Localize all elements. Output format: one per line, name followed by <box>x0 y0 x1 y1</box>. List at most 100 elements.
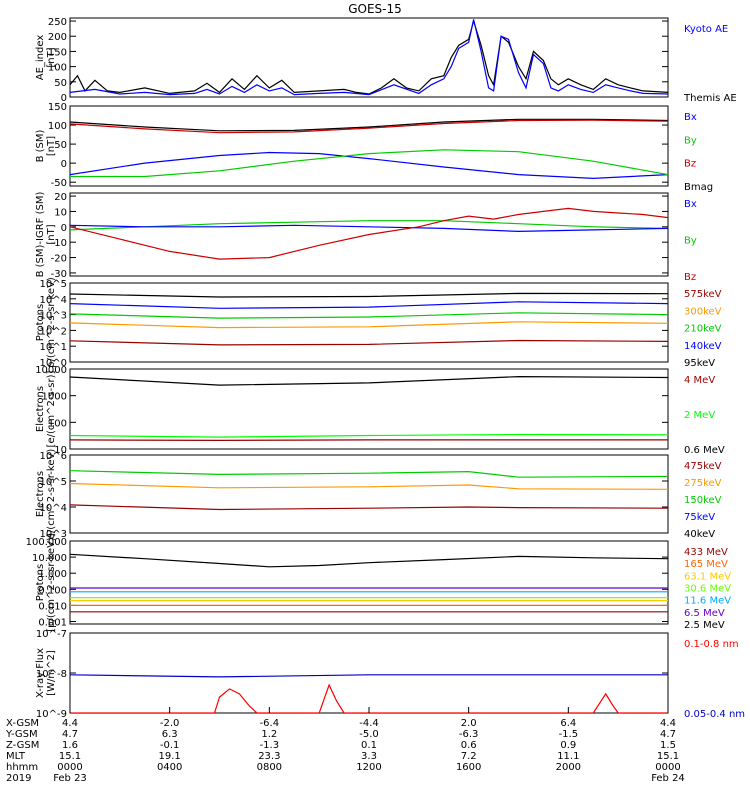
y-axis-label: Protons <box>35 564 46 601</box>
x-row-value: 1.2 <box>261 729 277 740</box>
x-row-label: MLT <box>6 751 26 762</box>
legend-entry: Bz <box>684 159 696 170</box>
y-tick-label: 10^4 <box>40 503 67 514</box>
y-tick-label: 0 <box>61 93 67 104</box>
x-row-value: 0000 <box>655 762 680 773</box>
y-tick-label: 0.010 <box>38 601 67 612</box>
y-tick-label: 1.000 <box>38 569 67 580</box>
y-tick-label: 100 <box>48 121 67 132</box>
x-row-value: 23.3 <box>258 751 280 762</box>
legend-entry: 6.5 MeV <box>684 608 725 619</box>
chart-title: GOES-15 <box>348 2 402 16</box>
y-tick-label: 50 <box>54 140 67 151</box>
series-bz <box>70 207 668 260</box>
legend-entry: By <box>684 236 697 247</box>
legend-entry: 300keV <box>684 306 722 317</box>
x-row-value: 19.1 <box>159 751 181 762</box>
series-by <box>70 149 668 178</box>
legend-entry: Bmag <box>684 182 713 193</box>
y-tick-label: 10^5 <box>40 477 67 488</box>
legend-entry: 575keV <box>684 289 722 300</box>
y-axis-label: [nT] <box>46 224 57 244</box>
series-kyoto-ae <box>70 19 668 96</box>
y-axis-label: Electrons <box>35 386 46 432</box>
x-row-value: 11.1 <box>557 751 579 762</box>
y-tick-label: -20 <box>51 254 67 265</box>
x-row-value: -4.4 <box>359 718 379 729</box>
x-row-value: 1.6 <box>62 740 78 751</box>
y-tick-label: 250 <box>48 17 67 28</box>
y-tick-label: -50 <box>51 178 67 189</box>
y-tick-label: 10^6 <box>40 451 67 462</box>
legend-entry: 0.6 MeV <box>684 445 725 456</box>
panel-xray: 10^-9 10^-8 10^-7 X-ray Flux [W/m^2] 0.1-0.8 … <box>35 629 745 720</box>
y-tick-label: 100.000 <box>26 537 67 548</box>
x-row-value: 3.3 <box>361 751 377 762</box>
legend-entry: 165 MeV <box>684 559 728 570</box>
y-axis-label: [e/(cm^2-s-sr)] <box>46 370 57 447</box>
legend-entry: Bx <box>684 199 697 210</box>
x-row-value: 0.1 <box>361 740 377 751</box>
series-bmag <box>70 118 668 132</box>
y-axis-label: X-ray Flux <box>35 648 46 698</box>
y-axis-label: [W/m^2] <box>46 650 57 696</box>
x-row-value: 4.4 <box>62 718 78 729</box>
y-tick-label: 10 <box>54 207 67 218</box>
legend-entry: Bx <box>684 112 697 123</box>
y-axis-label: [nT] <box>46 136 57 156</box>
series-0-1-0-8-nm <box>70 683 668 713</box>
legend-entry: Themis AE <box>683 93 737 104</box>
y-tick-label: 10^0 <box>40 358 67 369</box>
y-tick-label: 0 <box>61 223 67 234</box>
x-row-value: 4.7 <box>62 729 78 740</box>
y-tick-label: 150 <box>48 47 67 58</box>
panel-protons_high: 0.001 0.010 0.100 1.000 10.000 100.000 Protons… <box>26 533 732 632</box>
y-tick-label: 20 <box>54 192 67 203</box>
panel-frame <box>69 105 669 187</box>
x-row-value: 2000 <box>556 762 581 773</box>
legend-entry: 4 MeV <box>684 375 715 386</box>
x-row-value: 4.7 <box>660 729 676 740</box>
series-475kev <box>70 504 668 511</box>
x-row-value: 0.9 <box>560 740 576 751</box>
panel-bigrf: -30 -20 -10 0 10 20 B (SM)-IGRF (SM) [nT] Bx By Bz <box>35 192 697 283</box>
series-140kev <box>70 301 668 309</box>
panel-bsm: -50 0 50 100 150 B (SM) [nT] Bx By Bz Bmag <box>35 102 713 193</box>
x-row-value: 0000 <box>57 762 82 773</box>
series-2-mev <box>70 433 668 438</box>
x-row-value: 0.6 <box>461 740 477 751</box>
panel-frame <box>69 632 669 714</box>
series-300kev <box>70 321 668 329</box>
y-tick-label: -30 <box>51 269 67 280</box>
x-row-value: 7.2 <box>461 751 477 762</box>
panel-electrons_high: 10 100 1000 10000 Electrons [e/(cm^2-s-sr)] 4 … <box>35 365 725 456</box>
series-bx <box>70 151 668 180</box>
x-row-label: hhmm <box>6 762 38 773</box>
x-row-value: -6.4 <box>260 718 280 729</box>
series-150kev <box>70 470 668 478</box>
y-tick-label: 0 <box>61 159 67 170</box>
y-tick-label: 200 <box>48 32 67 43</box>
x-row-label: Y-GSM <box>5 729 38 740</box>
series-bz <box>70 119 668 134</box>
legend-entry: 2 MeV <box>684 410 715 421</box>
x-row-value: 6.4 <box>560 718 576 729</box>
panel-protons_low: 10^0 10^1 10^2 10^3 10^4 10^5 Protons p/(cm^2-s… <box>35 277 722 369</box>
x-row-value: 15.1 <box>657 751 679 762</box>
panel-frame <box>69 282 669 363</box>
series-0-05-0-4-nm <box>70 674 668 678</box>
legend-entry: 150keV <box>684 495 722 506</box>
y-axis-label: Electrons <box>35 471 46 517</box>
legend-entry: 433 MeV <box>684 547 728 558</box>
y-tick-label: 50 <box>54 78 67 89</box>
series-210kev <box>70 312 668 319</box>
x-row-value: 1600 <box>456 762 481 773</box>
y-tick-label: 10^2 <box>40 326 67 337</box>
legend-entry: 63.1 MeV <box>684 571 731 582</box>
x-row-value: 2.0 <box>461 718 477 729</box>
x-axis-rows: X-GSM 4.4 -2.0 -6.4 -4.4 2.0 6.4 4.4 Y-GSM 4.7 6.3… <box>5 707 685 784</box>
y-tick-label: 10^3 <box>40 529 67 540</box>
x-row-value: -1.3 <box>260 740 280 751</box>
